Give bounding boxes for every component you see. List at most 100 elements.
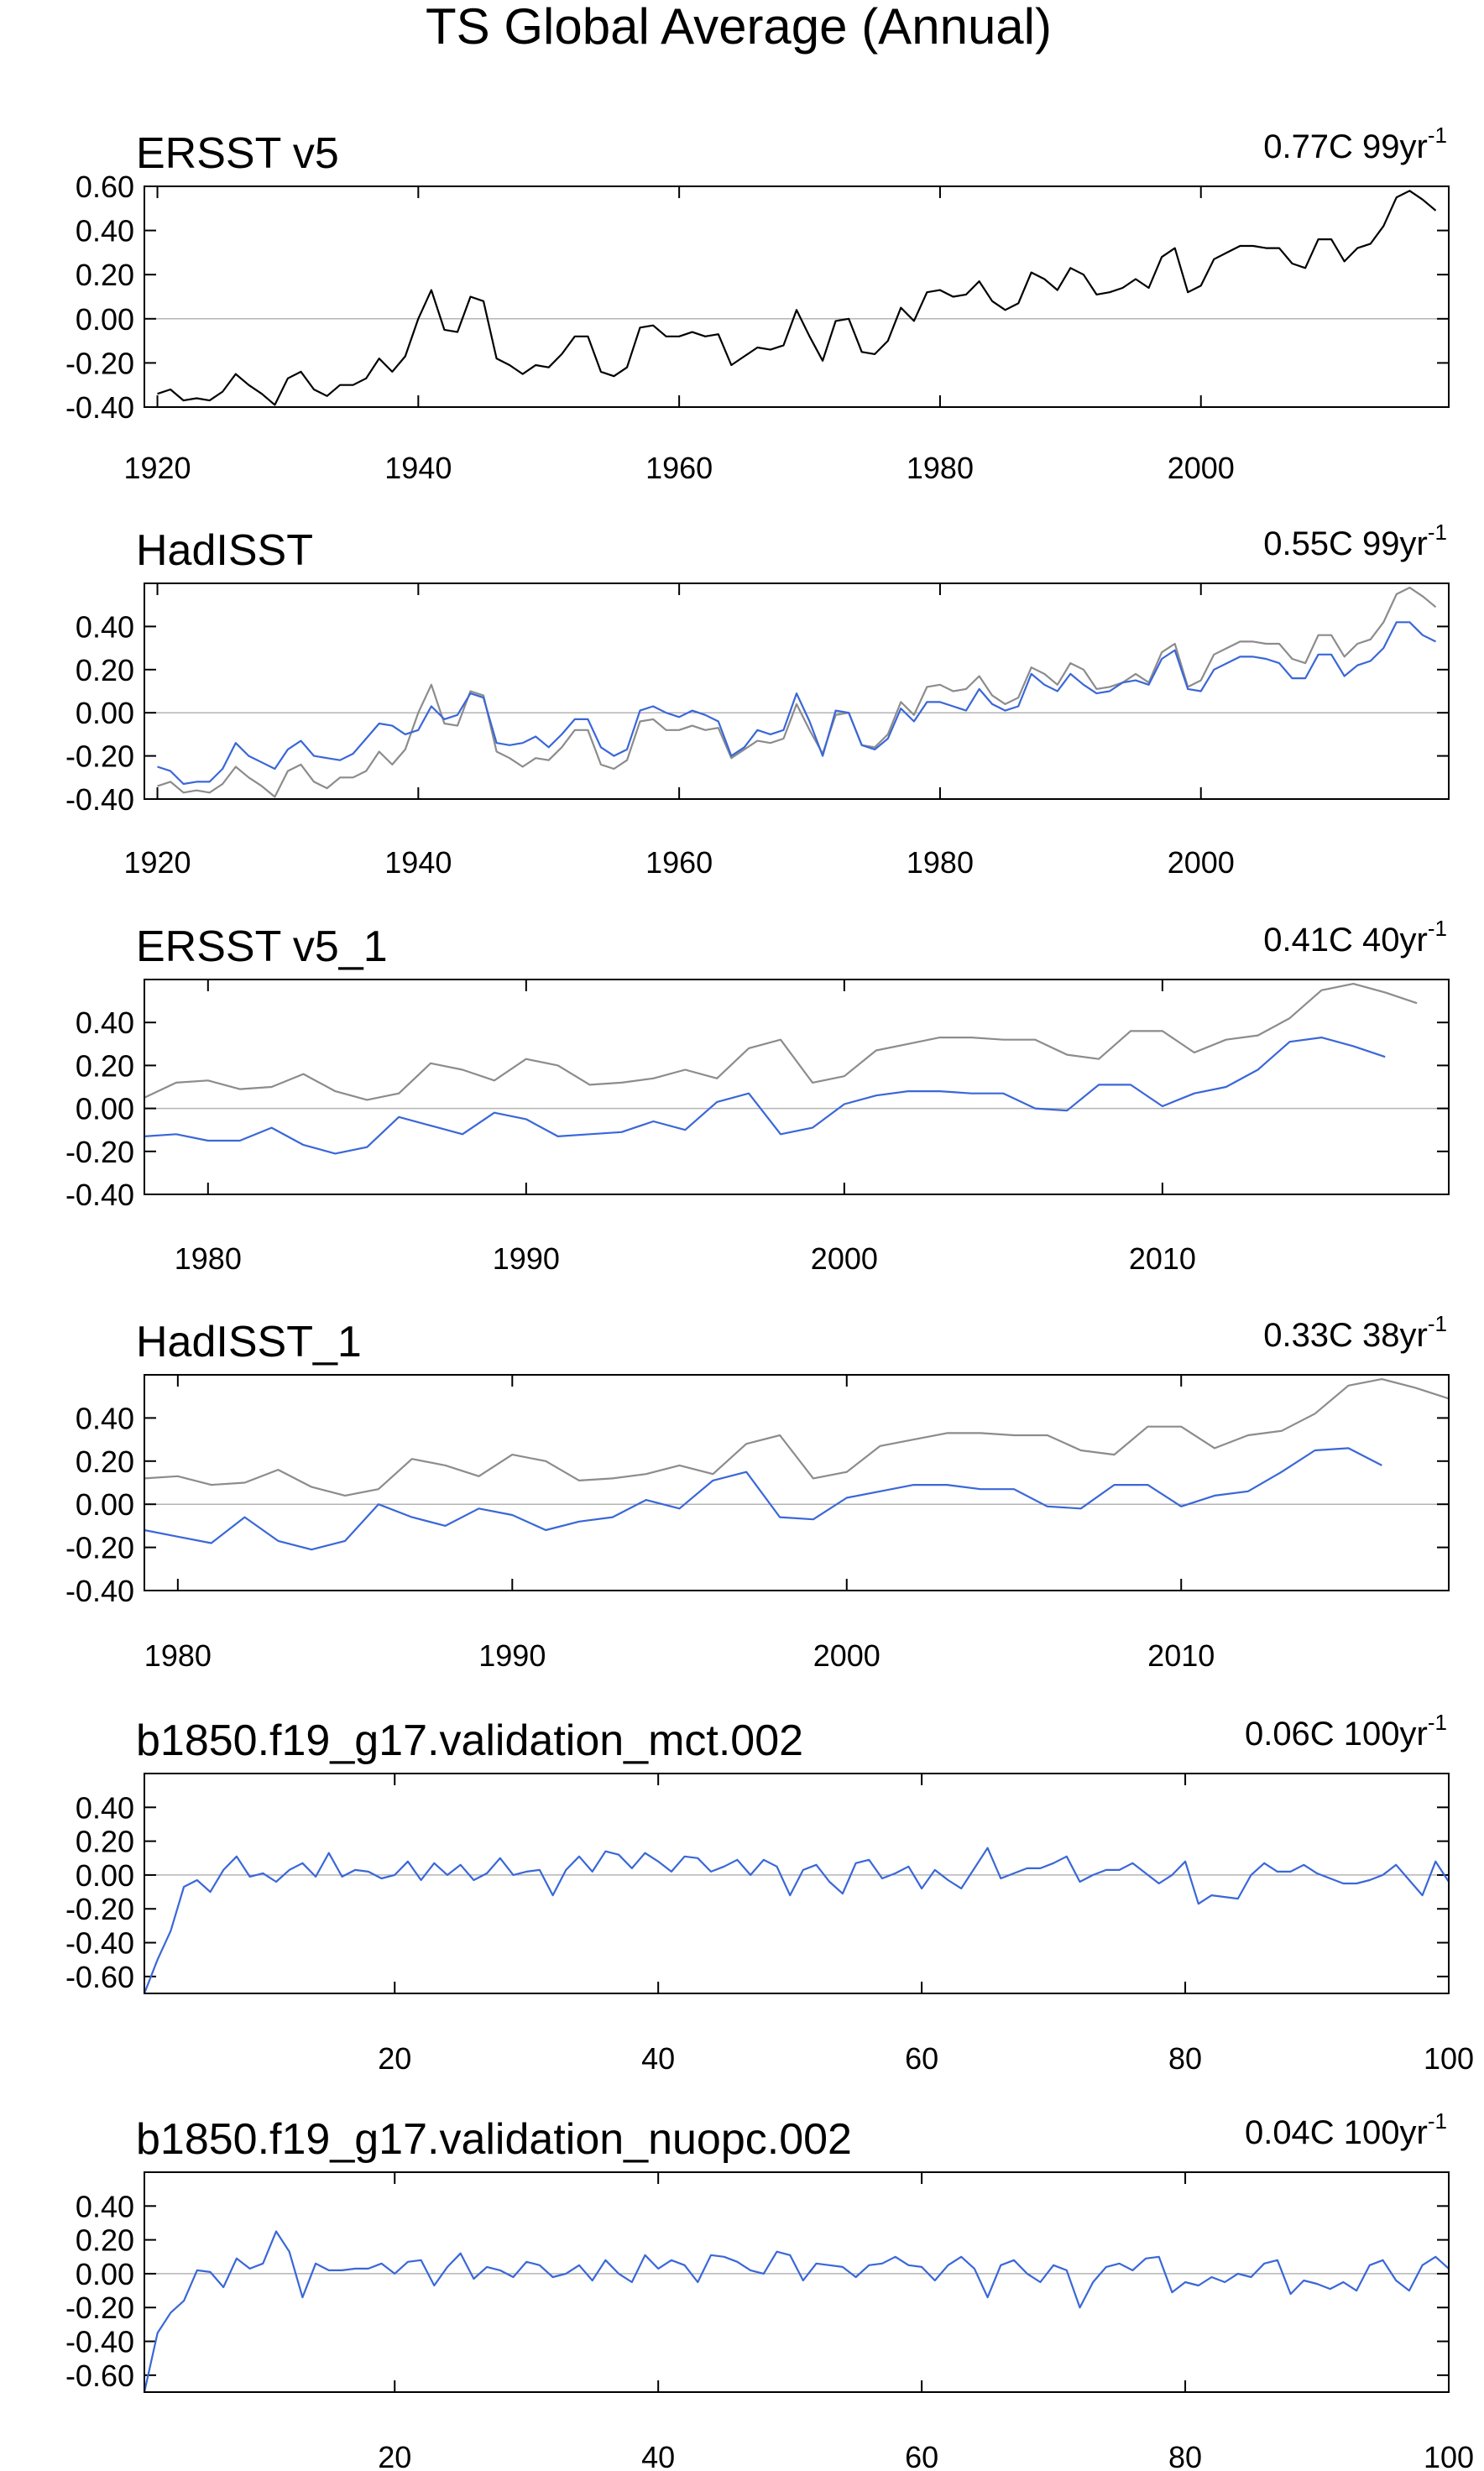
trend-exponent: -1 xyxy=(1428,520,1447,545)
y-tick-label: -0.20 xyxy=(65,346,134,380)
x-tick-label: 2000 xyxy=(1168,845,1235,880)
y-tick-label: 0.20 xyxy=(76,2223,134,2258)
y-tick-label: 0.60 xyxy=(76,170,134,204)
y-tick-label: -0.40 xyxy=(65,390,134,425)
x-tick-label: 2010 xyxy=(1129,1241,1196,1276)
trend-value: 0.33C 38yr xyxy=(1263,1317,1428,1354)
x-tick-label: 2010 xyxy=(1147,1638,1215,1673)
x-tick-label: 60 xyxy=(905,2041,938,2076)
panel-title: ERSST v5 xyxy=(136,129,339,178)
y-tick-label: -0.20 xyxy=(65,1135,134,1169)
y-tick-label: 0.00 xyxy=(76,696,134,730)
plot-frame xyxy=(144,979,1450,1195)
y-tick-label: 0.00 xyxy=(76,2257,134,2291)
panels: ERSST v5 0.77C 99yr-1-0.40-0.200.000.200.… xyxy=(65,123,1474,2471)
x-tick-label: 40 xyxy=(641,2440,675,2471)
x-tick-label: 2000 xyxy=(813,1638,880,1673)
figure-title: TS Global Average (Annual) xyxy=(426,0,1052,55)
y-tick-label: -0.20 xyxy=(65,1531,134,1565)
x-tick-label: 1990 xyxy=(493,1241,560,1276)
y-tick-label: 0.20 xyxy=(76,1048,134,1083)
plot-frame xyxy=(144,1374,1450,1591)
y-tick-label: 0.00 xyxy=(76,1092,134,1126)
series-line-2 xyxy=(144,1447,1382,1551)
series-line-1 xyxy=(143,2230,1450,2393)
y-tick-label: -0.60 xyxy=(65,2359,134,2393)
x-tick-label: 1980 xyxy=(907,451,974,485)
series-line-2 xyxy=(157,621,1436,786)
y-tick-label: -0.40 xyxy=(65,1178,134,1212)
trend-exponent: -1 xyxy=(1428,123,1447,148)
trend-value: 0.41C 40yr xyxy=(1263,922,1428,959)
x-tick-label: 1990 xyxy=(478,1638,546,1673)
series-line-1 xyxy=(143,1847,1450,1994)
x-tick-label: 100 xyxy=(1424,2440,1474,2471)
y-tick-label: 0.20 xyxy=(76,258,134,292)
y-tick-label: -0.20 xyxy=(65,1892,134,1926)
plot-frame xyxy=(144,2171,1450,2393)
series-line-1 xyxy=(144,1377,1450,1497)
panel-6: b1850.f19_g17.validation_nuopc.002 0.04C … xyxy=(65,2108,1474,2471)
y-tick-label: 0.20 xyxy=(76,653,134,687)
panel-title: HadISST xyxy=(136,526,313,575)
x-tick-label: 80 xyxy=(1168,2440,1202,2471)
y-tick-label: 0.20 xyxy=(76,1444,134,1479)
x-tick-label: 1920 xyxy=(123,451,191,485)
panel-title: ERSST v5_1 xyxy=(136,922,388,971)
trend-label: 0.55C 99yr-1 xyxy=(1263,520,1447,562)
y-tick-label: 0.40 xyxy=(76,2189,134,2223)
plot-frame xyxy=(144,185,1450,408)
x-tick-label: 20 xyxy=(378,2041,411,2076)
trend-value: 0.04C 100yr xyxy=(1245,2114,1428,2151)
y-tick-label: -0.40 xyxy=(65,1926,134,1961)
y-tick-label: -0.40 xyxy=(65,782,134,817)
x-tick-label: 1960 xyxy=(645,845,713,880)
x-tick-label: 20 xyxy=(378,2440,411,2471)
y-tick-label: 0.20 xyxy=(76,1825,134,1859)
trend-label: 0.04C 100yr-1 xyxy=(1245,2108,1447,2151)
y-tick-label: -0.20 xyxy=(65,739,134,774)
y-tick-label: -0.20 xyxy=(65,2291,134,2325)
y-tick-label: 0.40 xyxy=(76,1401,134,1435)
x-tick-label: 1940 xyxy=(384,451,452,485)
panel-4: HadISST_1 0.33C 38yr-1 -0.40 -0.20 0.00 0.20 0… xyxy=(65,1311,1450,1673)
x-tick-label: 100 xyxy=(1424,2041,1474,2076)
trend-label: 0.06C 100yr-1 xyxy=(1245,1710,1447,1753)
y-tick-label: 0.40 xyxy=(76,1790,134,1825)
x-tick-label: 2000 xyxy=(811,1241,878,1276)
trend-label: 0.33C 38yr-1 xyxy=(1263,1311,1447,1354)
trend-exponent: -1 xyxy=(1428,2108,1447,2134)
x-tick-label: 1980 xyxy=(144,1638,212,1673)
trend-value: 0.55C 99yr xyxy=(1263,525,1428,562)
y-tick-label: 0.40 xyxy=(76,214,134,248)
trend-value: 0.77C 99yr xyxy=(1263,128,1428,165)
y-tick-label: 0.00 xyxy=(76,1858,134,1893)
trend-label: 0.41C 40yr-1 xyxy=(1263,916,1447,959)
series-line-1 xyxy=(157,586,1437,798)
x-tick-label: 60 xyxy=(905,2440,938,2471)
panel-5: b1850.f19_g17.validation_mct.002 0.06C 10… xyxy=(65,1710,1474,2076)
y-tick-label: 0.00 xyxy=(76,302,134,337)
trend-exponent: -1 xyxy=(1428,916,1447,941)
y-tick-label: -0.60 xyxy=(65,1960,134,1994)
x-tick-label: 1960 xyxy=(645,451,713,485)
trend-value: 0.06C 100yr xyxy=(1245,1716,1428,1753)
y-tick-label: 0.40 xyxy=(76,609,134,644)
series-line-1 xyxy=(144,982,1418,1101)
trend-exponent: -1 xyxy=(1428,1311,1447,1336)
panel-1: ERSST v5 0.77C 99yr-1 -0.40 -0.20 0.00 0.20 0.… xyxy=(65,123,1450,485)
trend-label: 0.77C 99yr-1 xyxy=(1263,123,1447,165)
panel-title: b1850.f19_g17.validation_mct.002 xyxy=(136,1716,803,1765)
panel-3: ERSST v5_1 0.41C 40yr-1 -0.40 -0.20 0.00 0.20… xyxy=(65,916,1450,1276)
x-tick-label: 1920 xyxy=(123,845,191,880)
y-tick-label: -0.40 xyxy=(65,1574,134,1608)
series-line-1 xyxy=(157,190,1437,406)
x-tick-label: 1980 xyxy=(175,1241,242,1276)
panel-2: HadISST 0.55C 99yr-1 -0.40 -0.20 0.00 0.20 0.4… xyxy=(65,520,1450,880)
plot-frame xyxy=(144,1773,1450,1994)
y-tick-label: 0.40 xyxy=(76,1006,134,1040)
x-tick-label: 2000 xyxy=(1168,451,1235,485)
y-tick-label: -0.40 xyxy=(65,2325,134,2359)
panel-title: b1850.f19_g17.validation_nuopc.002 xyxy=(136,2115,852,2164)
